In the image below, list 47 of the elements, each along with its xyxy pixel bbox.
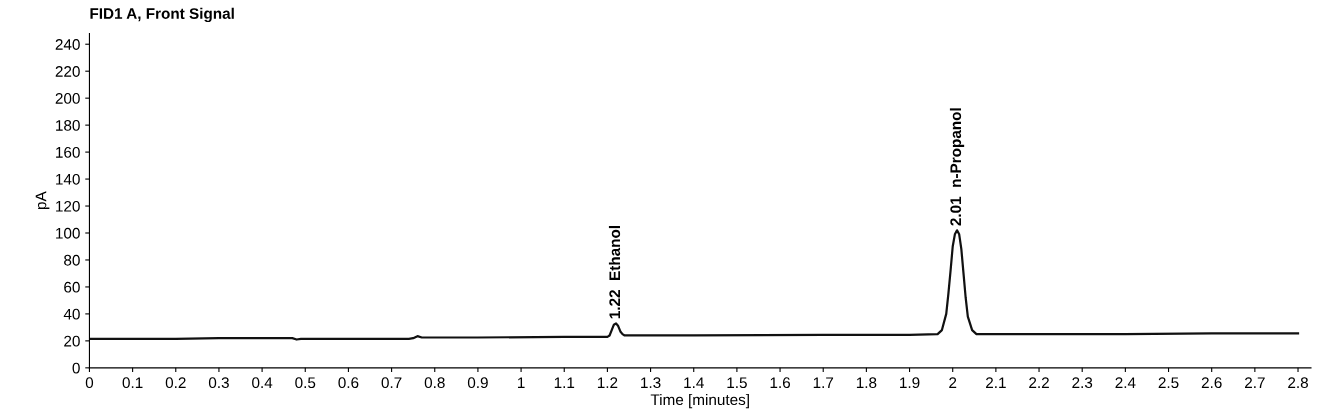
annotation: 1.22 Ethanol <box>608 226 621 319</box>
y-tick-label: 20 <box>64 335 80 347</box>
x-tick-label: 0.4 <box>252 377 273 389</box>
x-tick-label: 1.2 <box>597 377 618 388</box>
x-tick-label: 1.5 <box>727 377 747 389</box>
y-tick-label: 80 <box>64 254 80 266</box>
x-tick-label: 2.6 <box>1201 377 1222 389</box>
annotation: 2.01 n-Propanol <box>949 108 965 226</box>
y-tick-label: 60 <box>64 281 80 293</box>
x-tick-label: 0 <box>85 377 94 389</box>
x-tick-label: 1.9 <box>900 377 920 389</box>
y-tick-label: 160 <box>56 146 80 158</box>
x-tick-label: 0.2 <box>165 377 186 389</box>
x-tick-label: 0.8 <box>424 377 445 389</box>
y-tick-label: 100 <box>56 227 80 239</box>
x-tick-label: 0.7 <box>381 377 402 389</box>
y-tick-label: 220 <box>55 66 80 77</box>
x-tick-label: 2.5 <box>1158 377 1179 389</box>
y-tick-label: 40 <box>63 308 80 320</box>
y-tick-label: 240 <box>55 39 80 50</box>
x-tick-label: 2.4 <box>1115 377 1136 388</box>
x-tick-label: 1 <box>518 377 525 388</box>
y-tick-label: 140 <box>56 173 80 185</box>
x-tick-label: 2 <box>949 377 957 388</box>
x-tick-label: 0.3 <box>208 377 229 389</box>
x-tick-label: 1.8 <box>856 377 877 389</box>
x-tick-label: 1.6 <box>770 377 791 389</box>
y-tick-label: 120 <box>56 200 80 212</box>
x-tick-label: 2.7 <box>1245 377 1265 388</box>
x-tick-label: 0.1 <box>122 377 143 389</box>
x-tick-label: 0.5 <box>295 377 316 389</box>
x-tick-label: 2.2 <box>1029 377 1049 388</box>
y-axis-title: pA <box>35 191 50 209</box>
x-tick-label: 1.1 <box>554 377 575 388</box>
y-tick-label: 0 <box>72 362 80 374</box>
x-tick-label: 0.9 <box>467 377 488 389</box>
x-tick-label: 1.4 <box>684 377 704 388</box>
x-tick-label: 2.3 <box>1072 377 1093 389</box>
x-tick-label: 0.6 <box>338 377 359 389</box>
x-tick-label: 2.1 <box>986 377 1006 388</box>
x-tick-label: 1.3 <box>641 377 661 389</box>
chart-title: FID1 A, Front Signal <box>90 7 234 23</box>
x-tick-label: 1.7 <box>813 377 834 388</box>
x-axis-title: Time [minutes] <box>650 393 749 409</box>
y-tick-label: 200 <box>55 93 80 104</box>
y-tick-label: 180 <box>56 120 80 131</box>
x-tick-label: 2.8 <box>1288 377 1308 389</box>
